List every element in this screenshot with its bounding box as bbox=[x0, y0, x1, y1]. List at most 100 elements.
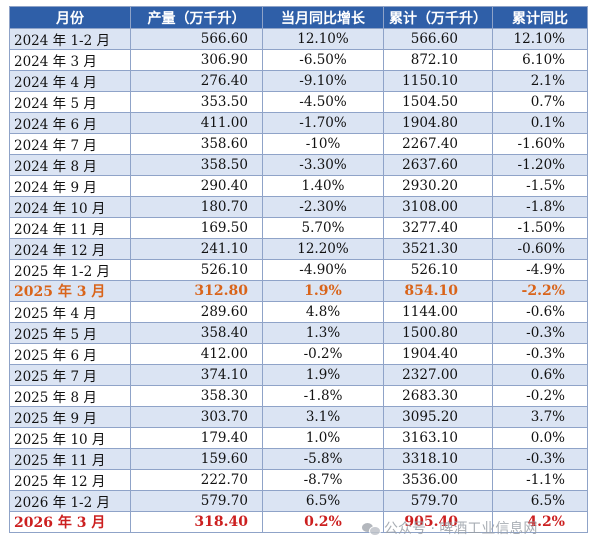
row-cumulative: 2327.00 bbox=[383, 364, 493, 386]
header-cumulative: 累计（万千升） bbox=[383, 6, 493, 29]
row-cumulative: 2637.60 bbox=[383, 154, 493, 176]
row-cumulative-yoy: 2.1% bbox=[492, 70, 588, 92]
row-month: 2025 年 4 月 bbox=[9, 301, 131, 323]
row-monthly-growth: -4.90% bbox=[262, 259, 384, 281]
row-cumulative: 3277.40 bbox=[383, 217, 493, 239]
row-monthly-growth: -3.30% bbox=[262, 154, 384, 176]
row-monthly-growth: 3.1% bbox=[262, 406, 384, 428]
row-month: 2024 年 11 月 bbox=[9, 217, 131, 239]
row-month: 2024 年 7 月 bbox=[9, 133, 131, 155]
row-month: 2026 年 3 月 bbox=[9, 511, 131, 533]
row-monthly-growth: -1.70% bbox=[262, 112, 384, 134]
row-monthly-growth: 6.5% bbox=[262, 490, 384, 512]
row-cumulative-yoy: -0.3% bbox=[492, 448, 588, 470]
row-cumulative: 3536.00 bbox=[383, 469, 493, 491]
row-month: 2025 年 1-2 月 bbox=[9, 259, 131, 281]
header-row: 月份 产量（万千升） 当月同比增长 累计（万千升） 累计同比 bbox=[9, 6, 588, 29]
row-output: 566.60 bbox=[130, 28, 263, 50]
table-row: 2025 年 11 月 159.60 -5.8% 3318.10 -0.3% bbox=[9, 448, 588, 470]
row-month: 2024 年 9 月 bbox=[9, 175, 131, 197]
row-cumulative: 1150.10 bbox=[383, 70, 493, 92]
row-cumulative-yoy: -0.60% bbox=[492, 238, 588, 260]
row-cumulative: 872.10 bbox=[383, 49, 493, 71]
row-monthly-growth: 1.9% bbox=[262, 280, 384, 302]
row-month: 2026 年 1-2 月 bbox=[9, 490, 131, 512]
table-body: 2024 年 1-2 月 566.60 12.10% 566.60 12.10% 2024… bbox=[9, 28, 588, 533]
watermark: 公众号 · 啤酒工业信息网 bbox=[362, 518, 537, 538]
table-row: 2025 年 4 月 289.60 4.8% 1144.00 -0.6% bbox=[9, 301, 588, 323]
row-output: 412.00 bbox=[130, 343, 263, 365]
row-output: 312.80 bbox=[130, 280, 263, 302]
row-cumulative-yoy: -1.20% bbox=[492, 154, 588, 176]
table-row: 2024 年 10 月 180.70 -2.30% 3108.00 -1.8% bbox=[9, 196, 588, 218]
table-row: 2025 年 5 月 358.40 1.3% 1500.80 -0.3% bbox=[9, 322, 588, 344]
row-output: 289.60 bbox=[130, 301, 263, 323]
row-output: 179.40 bbox=[130, 427, 263, 449]
row-month: 2024 年 6 月 bbox=[9, 112, 131, 134]
row-cumulative-yoy: 0.0% bbox=[492, 427, 588, 449]
row-monthly-growth: -4.50% bbox=[262, 91, 384, 113]
table-row: 2025 年 1-2 月 526.10 -4.90% 526.10 -4.9% bbox=[9, 259, 588, 281]
row-cumulative: 3108.00 bbox=[383, 196, 493, 218]
row-month: 2025 年 8 月 bbox=[9, 385, 131, 407]
row-cumulative: 3521.30 bbox=[383, 238, 493, 260]
row-cumulative-yoy: 12.10% bbox=[492, 28, 588, 50]
table-row: 2024 年 3 月 306.90 -6.50% 872.10 6.10% bbox=[9, 49, 588, 71]
wechat-icon bbox=[362, 521, 381, 536]
row-output: 374.10 bbox=[130, 364, 263, 386]
row-cumulative-yoy: 0.7% bbox=[492, 91, 588, 113]
table-row: 2025 年 12 月 222.70 -8.7% 3536.00 -1.1% bbox=[9, 469, 588, 491]
row-monthly-growth: 1.40% bbox=[262, 175, 384, 197]
row-output: 180.70 bbox=[130, 196, 263, 218]
watermark-text: 公众号 · 啤酒工业信息网 bbox=[384, 521, 538, 537]
table-row: 2024 年 9 月 290.40 1.40% 2930.20 -1.5% bbox=[9, 175, 588, 197]
row-cumulative: 3163.10 bbox=[383, 427, 493, 449]
row-cumulative-yoy: -2.2% bbox=[492, 280, 588, 302]
table-row: 2025 年 10 月 179.40 1.0% 3163.10 0.0% bbox=[9, 427, 588, 449]
table-row: 2025 年 7 月 374.10 1.9% 2327.00 0.6% bbox=[9, 364, 588, 386]
row-month: 2024 年 12 月 bbox=[9, 238, 131, 260]
row-cumulative-yoy: 6.10% bbox=[492, 49, 588, 71]
row-monthly-growth: -9.10% bbox=[262, 70, 384, 92]
row-monthly-growth: -10% bbox=[262, 133, 384, 155]
row-cumulative: 3318.10 bbox=[383, 448, 493, 470]
row-output: 353.50 bbox=[130, 91, 263, 113]
table-row: 2024 年 7 月 358.60 -10% 2267.40 -1.60% bbox=[9, 133, 588, 155]
table-row: 2024 年 1-2 月 566.60 12.10% 566.60 12.10% bbox=[9, 28, 588, 50]
row-month: 2025 年 11 月 bbox=[9, 448, 131, 470]
row-month: 2024 年 10 月 bbox=[9, 196, 131, 218]
row-cumulative: 1504.50 bbox=[383, 91, 493, 113]
table-row: 2024 年 8 月 358.50 -3.30% 2637.60 -1.20% bbox=[9, 154, 588, 176]
header-monthly-growth: 当月同比增长 bbox=[262, 6, 384, 29]
row-monthly-growth: -2.30% bbox=[262, 196, 384, 218]
row-cumulative-yoy: 6.5% bbox=[492, 490, 588, 512]
row-monthly-growth: 12.20% bbox=[262, 238, 384, 260]
row-output: 276.40 bbox=[130, 70, 263, 92]
row-monthly-growth: 4.8% bbox=[262, 301, 384, 323]
row-output: 358.30 bbox=[130, 385, 263, 407]
row-monthly-growth: -0.2% bbox=[262, 343, 384, 365]
row-output: 318.40 bbox=[130, 511, 263, 533]
row-cumulative: 526.10 bbox=[383, 259, 493, 281]
row-cumulative: 2683.30 bbox=[383, 385, 493, 407]
header-output: 产量（万千升） bbox=[130, 6, 263, 29]
row-cumulative: 854.10 bbox=[383, 280, 493, 302]
row-monthly-growth: -6.50% bbox=[262, 49, 384, 71]
header-month: 月份 bbox=[9, 6, 131, 29]
production-table-container: 月份 产量（万千升） 当月同比增长 累计（万千升） 累计同比 2024 年 1-… bbox=[9, 6, 588, 533]
row-cumulative: 3095.20 bbox=[383, 406, 493, 428]
row-cumulative-yoy: -0.2% bbox=[492, 385, 588, 407]
row-output: 303.70 bbox=[130, 406, 263, 428]
row-monthly-growth: -1.8% bbox=[262, 385, 384, 407]
row-cumulative: 1904.80 bbox=[383, 112, 493, 134]
row-output: 411.00 bbox=[130, 112, 263, 134]
row-cumulative: 905.40 bbox=[383, 511, 493, 533]
table-row: 2024 年 12 月 241.10 12.20% 3521.30 -0.60% bbox=[9, 238, 588, 260]
row-monthly-growth: 0.2% bbox=[262, 511, 384, 533]
row-cumulative-yoy: -1.60% bbox=[492, 133, 588, 155]
row-month: 2024 年 1-2 月 bbox=[9, 28, 131, 50]
row-output: 526.10 bbox=[130, 259, 263, 281]
row-output: 222.70 bbox=[130, 469, 263, 491]
row-month: 2025 年 5 月 bbox=[9, 322, 131, 344]
row-cumulative-yoy: -1.50% bbox=[492, 217, 588, 239]
